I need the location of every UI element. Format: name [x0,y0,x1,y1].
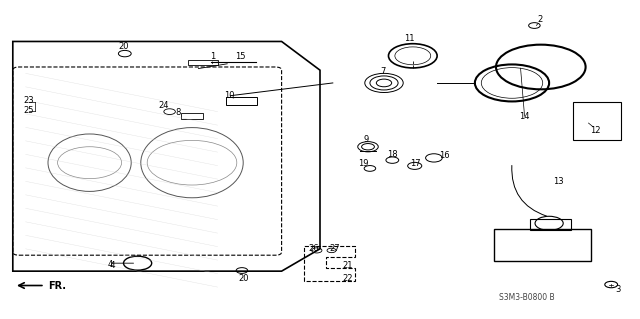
Text: 15: 15 [235,52,245,61]
Text: FR.: FR. [48,280,66,291]
Text: 17: 17 [410,159,420,168]
Text: 10: 10 [224,91,234,100]
Text: 24: 24 [158,101,168,110]
Text: 4: 4 [108,260,113,269]
Text: 8: 8 [176,108,181,117]
Bar [573,102,621,140]
Text: 4: 4 [109,261,115,270]
Text: 27: 27 [330,244,340,253]
Text: S3M3-B0800 B: S3M3-B0800 B [499,293,555,302]
Text: 21: 21 [342,261,353,270]
Text: 19: 19 [358,159,368,168]
Text: 16: 16 [439,151,449,160]
Text: 13: 13 [553,177,563,186]
Text: 25: 25 [24,106,34,115]
Text: 7: 7 [380,67,385,76]
Text: 11: 11 [404,34,415,43]
Text: 14: 14 [520,112,530,121]
Text: 20: 20 [238,274,248,283]
Text: 2: 2 [537,15,542,24]
Text: 3: 3 [615,285,620,294]
Text: 23: 23 [24,96,34,105]
Text: 12: 12 [590,126,600,135]
Text: 18: 18 [387,150,397,159]
Text: 26: 26 [308,244,319,253]
Text: 9: 9 [364,135,369,144]
Text: 1: 1 [210,52,215,61]
Text: 22: 22 [342,274,353,283]
Text: 20: 20 [118,42,129,51]
